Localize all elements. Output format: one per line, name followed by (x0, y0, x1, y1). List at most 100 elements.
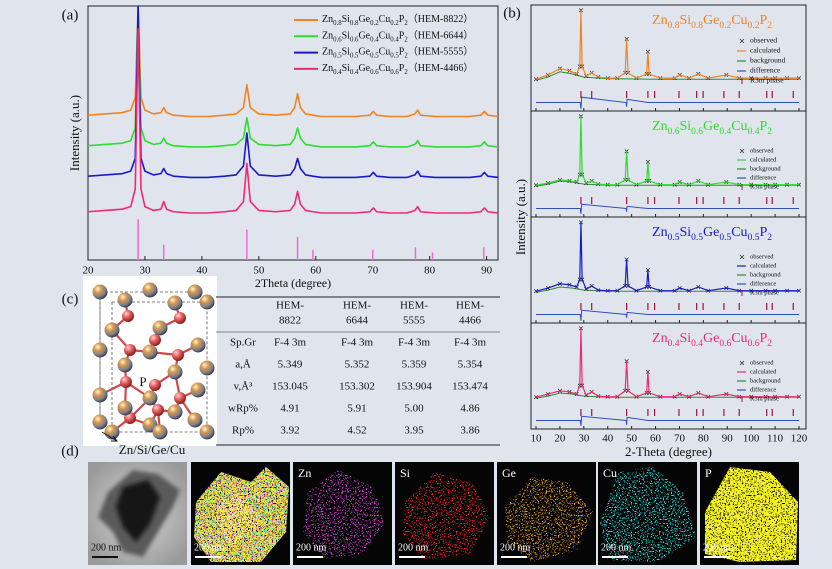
table-cell: 5.354 (458, 359, 483, 371)
calculated-line (535, 116, 799, 186)
formula-subscript: 0.8 (350, 20, 359, 27)
y-axis-label: Intensity (a.u.) (67, 95, 82, 171)
legend-marker (739, 38, 745, 44)
formula-subscript: 0.6 (668, 127, 680, 137)
micrograph: P 200 nm (700, 462, 799, 565)
metal-atom (117, 400, 133, 416)
metal-atom (190, 337, 206, 353)
formula-subscript: 0.2 (370, 20, 379, 27)
metal-atom (187, 284, 203, 300)
legend-label: R3m phase (750, 289, 779, 296)
table-cell: 153.045 (272, 381, 308, 393)
formula-subscript: 0.6 (748, 339, 760, 349)
difference-line (536, 203, 799, 214)
table-cell: 3.95 (404, 425, 424, 437)
formula-element: Cu (379, 14, 391, 25)
map-signal (505, 477, 593, 562)
x-tick-label: 40 (602, 433, 614, 445)
legend-label: difference (750, 174, 776, 181)
formula-subscript: 0.8 (668, 21, 680, 31)
formula-element: P (759, 225, 767, 240)
table-cell: 153.904 (396, 381, 432, 393)
table-cell: F-4 3m (341, 337, 374, 349)
subplot-title: Zn0.4Si0.4Ge0.6Cu0.6P2 (652, 331, 772, 349)
table-row-label: a,Å (235, 359, 251, 371)
legend-label: observed (750, 36, 777, 45)
metal-atom (92, 284, 108, 300)
formula-element: Cu (379, 63, 391, 74)
calculated-line (535, 10, 799, 80)
formula-element: Cu (379, 47, 391, 58)
formula-element: Ge (358, 47, 370, 58)
legend-label: Zn0.6Si0.6Ge0.4Cu0.4P2（HEM-6644） (322, 30, 473, 44)
metal-atom (199, 360, 215, 376)
legend-name: （HEM-5555） (408, 46, 474, 58)
table-row-label: v,Å³ (234, 381, 253, 393)
legend-label: R3m phase (750, 76, 784, 85)
formula-subscript: 2 (767, 21, 772, 31)
formula-subscript: 0.5 (333, 53, 342, 60)
metal-atom (167, 295, 183, 311)
metal-atom (142, 282, 158, 298)
formula-element: Si (679, 331, 691, 346)
legend-name: （HEM-4466） (408, 62, 474, 74)
formula-element: P (399, 14, 405, 25)
difference-line (536, 309, 799, 321)
formula-element: Zn (652, 331, 668, 346)
table-cell: 153.302 (339, 381, 375, 393)
formula-element: Ge (358, 14, 370, 25)
map-signal (403, 472, 490, 560)
xrd-line (87, 5, 499, 148)
table-row-label: wRp% (228, 403, 258, 415)
x-tick-label: 110 (767, 433, 784, 445)
subplot-frame (530, 322, 807, 430)
legend-name: （HEM-6644） (408, 30, 474, 42)
formula-subscript: 0.5 (748, 233, 760, 243)
formula-subscript: 0.6 (370, 69, 379, 76)
formula-subscript: 0.5 (350, 53, 359, 60)
subplot-title: Zn0.5Si0.5Ge0.5Cu0.5P2 (652, 225, 772, 243)
p-atom (149, 334, 161, 346)
background-line (535, 286, 799, 293)
table-cell: F-4 3m (398, 337, 431, 349)
formula-subscript: 0.5 (370, 53, 379, 60)
p-atom (174, 392, 186, 404)
p-atom (122, 310, 134, 322)
x-tick-label: 40 (196, 265, 208, 277)
formula-subscript: 0.4 (691, 339, 703, 349)
legend-label: background (750, 271, 781, 278)
formula-subscript: 0.4 (719, 127, 731, 137)
table-header: 8822 (279, 315, 301, 327)
metal-atom (142, 344, 158, 360)
map-signal (705, 467, 798, 562)
panel-label: (c) (62, 291, 79, 307)
legend-label: difference (750, 66, 781, 75)
formula-element: P (759, 13, 767, 28)
xrd-line (87, 28, 499, 214)
atom-label: Zn/Si/Ge/Cu (119, 442, 186, 457)
table-cell: 5.359 (402, 359, 427, 371)
table-row-label: Rp% (232, 425, 254, 437)
formula-subscript: 0.2 (719, 21, 731, 31)
formula-subscript: 0.6 (390, 69, 399, 76)
formula-element: Zn (652, 13, 668, 28)
scale-bar-label: 200 nm (398, 542, 429, 553)
x-axis-label: 2Theta (degree) (255, 276, 331, 290)
formula-element: Zn (652, 225, 668, 240)
table-cell: 5.00 (404, 403, 424, 415)
table-cell: 4.52 (347, 425, 366, 437)
formula-element: Cu (731, 331, 747, 346)
formula-subscript: 0.4 (333, 69, 342, 76)
legend-label: observed (750, 147, 774, 154)
formula-subscript: 0.4 (350, 69, 359, 76)
legend-name: （HEM-8822） (408, 13, 474, 25)
formula-subscript: 2 (404, 36, 408, 43)
map-label: Ge (502, 466, 516, 480)
legend-label: R3m phase (750, 183, 779, 190)
metal-atom (152, 320, 168, 336)
table-header: 5555 (403, 315, 426, 327)
metal-atom (199, 294, 215, 310)
legend-label: Zn0.4Si0.4Ge0.6Cu0.6P2（HEM-4466） (322, 62, 473, 76)
formula-subscript: 0.6 (691, 127, 703, 137)
